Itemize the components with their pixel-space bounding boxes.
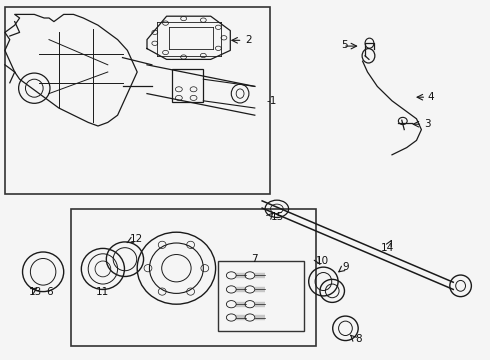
Text: 14: 14 bbox=[381, 243, 394, 253]
Text: 6: 6 bbox=[47, 287, 53, 297]
Text: 9: 9 bbox=[342, 262, 349, 272]
Text: 2: 2 bbox=[245, 35, 252, 45]
Text: 8: 8 bbox=[355, 334, 362, 344]
Bar bbox=[71, 209, 316, 346]
Text: 13: 13 bbox=[28, 287, 42, 297]
Bar bbox=[172, 69, 203, 102]
Text: 3: 3 bbox=[424, 119, 431, 129]
Text: 11: 11 bbox=[96, 287, 109, 297]
Text: 12: 12 bbox=[130, 234, 143, 244]
Text: -1: -1 bbox=[267, 96, 277, 106]
Text: 10: 10 bbox=[316, 256, 329, 266]
Polygon shape bbox=[147, 16, 230, 59]
Bar bbox=[218, 261, 304, 331]
Text: 15: 15 bbox=[271, 212, 284, 222]
Text: 4: 4 bbox=[428, 92, 435, 102]
Bar bbox=[5, 7, 270, 194]
Text: 5: 5 bbox=[342, 40, 348, 50]
Text: 7: 7 bbox=[251, 254, 258, 264]
